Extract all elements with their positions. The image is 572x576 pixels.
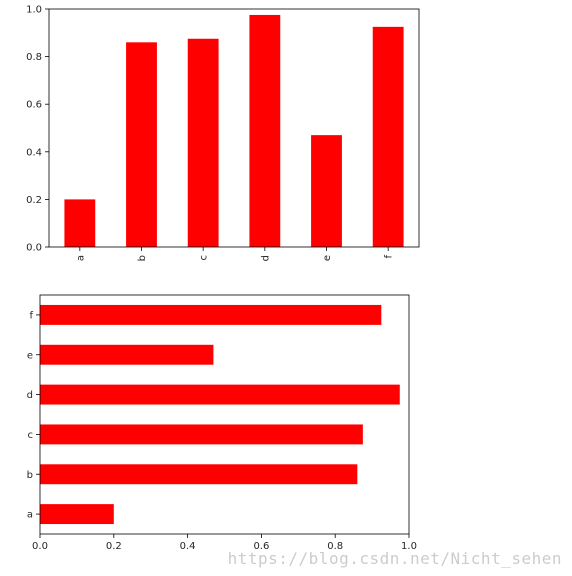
- y-tick-label: 0.4: [26, 147, 42, 158]
- x-tick-label: 0.8: [327, 541, 343, 552]
- hbar-f: [40, 304, 382, 325]
- y-tick-label: e: [27, 350, 33, 361]
- y-tick-label: 0.8: [26, 52, 42, 63]
- bar-f: [372, 26, 404, 247]
- x-tick-label: e: [322, 255, 333, 261]
- x-tick-label: c: [199, 255, 210, 261]
- x-tick-label: 0.0: [32, 541, 48, 552]
- plot-frame: [39, 294, 410, 535]
- bar-a: [64, 199, 96, 247]
- vertical-bar-chart: 0.0 0.2 0.4 0.6 0.8 1.0 a b c d e f: [26, 5, 420, 261]
- x-tick-label: 1.0: [401, 541, 417, 552]
- hbar-e: [40, 344, 214, 365]
- hbar-c: [40, 424, 363, 445]
- hbar-d: [40, 384, 400, 405]
- x-tick-label: 0.2: [106, 541, 122, 552]
- plot-frame: [48, 8, 420, 248]
- y-tick-label: 1.0: [26, 5, 42, 16]
- bar-e: [311, 135, 342, 247]
- y-tick-label: 0.2: [26, 195, 42, 206]
- x-tick-label: b: [137, 255, 148, 261]
- y-tick-label: 0.0: [26, 243, 42, 254]
- hbar-b: [40, 464, 358, 485]
- y-tick-label: b: [27, 470, 33, 481]
- hbar-a: [40, 504, 114, 525]
- watermark-text: https://blog.csdn.net/Nicht_sehen: [227, 549, 562, 568]
- x-tick-label: f: [384, 255, 395, 259]
- bar-c: [187, 38, 219, 247]
- horizontal-bar-chart: a b c d e f 0.0 0.2 0.4 0.6 0.8 1.0: [27, 294, 417, 552]
- y-tick-label: c: [28, 430, 34, 441]
- y-tick-label: d: [27, 390, 33, 401]
- x-tick-label: 0.6: [253, 541, 269, 552]
- bar-b: [126, 42, 157, 247]
- bar-d: [249, 14, 281, 248]
- x-tick-label: d: [260, 255, 271, 261]
- y-tick-label: 0.6: [26, 100, 42, 111]
- y-tick-label: a: [27, 510, 33, 521]
- y-tick-label: f: [29, 310, 33, 321]
- x-tick-label: 0.4: [180, 541, 196, 552]
- x-tick-label: a: [75, 255, 86, 261]
